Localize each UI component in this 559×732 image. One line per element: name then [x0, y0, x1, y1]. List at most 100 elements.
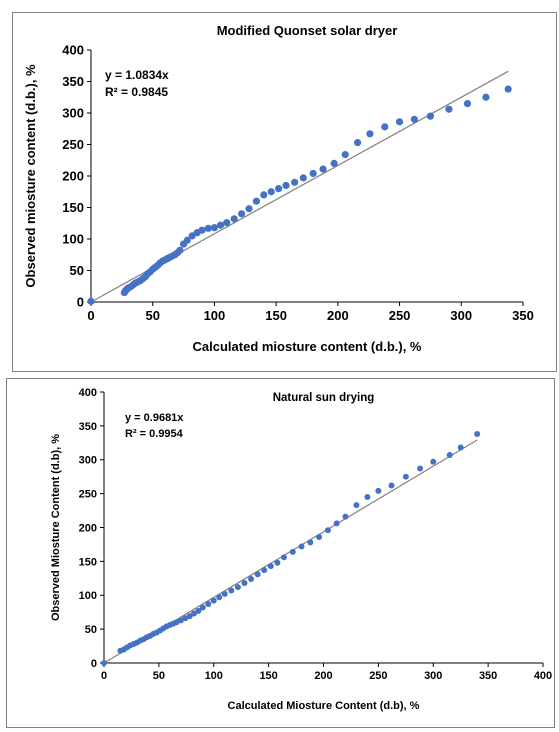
data-point [298, 543, 305, 550]
data-point [426, 112, 435, 120]
x-tick-label: 100 [204, 308, 226, 323]
data-point [237, 210, 246, 218]
data-point [216, 594, 223, 601]
data-point [223, 219, 231, 227]
chart-sun-drying: Natural sun drying 0 50 100 150 200 250 300 350 4… [50, 387, 552, 712]
data-point [341, 150, 349, 159]
data-point [330, 159, 338, 167]
data-point [183, 236, 191, 244]
data-point [299, 174, 307, 182]
data-point [316, 533, 323, 540]
data-point [210, 597, 217, 604]
trend-equation: y = 0.9681x [125, 412, 184, 424]
data-point [333, 520, 340, 527]
data-point [252, 197, 260, 205]
x-tick-label: 50 [153, 670, 165, 682]
data-point [446, 452, 453, 459]
data-point [354, 139, 362, 147]
x-tick-label: 0 [87, 308, 94, 323]
data-point [221, 590, 228, 597]
x-tick-label: 150 [259, 670, 277, 682]
y-tick-label: 200 [79, 522, 97, 534]
data-point [381, 123, 389, 131]
data-point [228, 587, 235, 594]
y-tick-label: 200 [62, 169, 84, 184]
data-point [366, 130, 374, 138]
data-point [457, 444, 464, 451]
data-point [241, 580, 248, 587]
data-point [260, 191, 268, 199]
x-tick-label: 400 [534, 670, 552, 682]
trend-equation: y = 1.0834x [105, 68, 169, 82]
x-tick-label: 100 [205, 670, 223, 682]
x-tick-label: 0 [101, 670, 107, 682]
data-point [417, 465, 424, 472]
y-tick-label: 0 [77, 295, 84, 310]
data-point [245, 205, 253, 213]
chart-panel-quonset: Modified Quonset solar dryer 0 50 100 150 200… [12, 12, 557, 372]
data-point [267, 188, 275, 196]
data-point [274, 559, 281, 566]
x-axis-label: Calculated Miosture Content (d.b), % [228, 700, 420, 712]
x-tick-label: 250 [369, 670, 387, 682]
data-point [342, 513, 349, 520]
y-tick-label: 350 [79, 421, 97, 433]
y-tick-label: 150 [79, 556, 97, 568]
data-point [388, 482, 395, 489]
x-tick-label: 200 [314, 670, 332, 682]
data-point [474, 431, 481, 438]
data-point [217, 221, 225, 229]
data-point [282, 181, 290, 190]
data-point [248, 575, 255, 582]
data-point [291, 178, 299, 186]
data-point [309, 169, 317, 178]
chart-title: Modified Quonset solar dryer [217, 23, 398, 38]
r-squared-label: R² = 0.9954 [125, 428, 184, 440]
y-tick-label: 250 [62, 137, 84, 152]
y-tick-label: 0 [91, 658, 97, 670]
data-point [430, 458, 437, 465]
data-point [195, 607, 202, 614]
data-point [190, 610, 197, 617]
data-point [307, 539, 314, 546]
data-point [463, 99, 472, 108]
data-point [364, 494, 371, 501]
x-tick-label: 50 [145, 308, 159, 323]
data-point [198, 226, 206, 234]
data-point [267, 563, 274, 570]
y-tick-label: 150 [62, 200, 84, 215]
y-tick-label: 300 [62, 106, 84, 121]
y-axis-label: Observed miosture content (d.b.), % [23, 64, 38, 288]
data-point [186, 613, 193, 620]
x-tick-label: 300 [424, 670, 442, 682]
y-tick-label: 50 [70, 263, 84, 278]
data-point [254, 571, 261, 578]
y-axis-label: Observed Miosture Content (d.b), % [50, 434, 62, 621]
data-point [261, 567, 268, 574]
data-point [87, 297, 95, 305]
y-tick-label: 350 [62, 74, 84, 89]
x-tick-label: 350 [479, 670, 497, 682]
y-tick-label: 250 [79, 489, 97, 501]
y-tick-label: 100 [62, 232, 84, 247]
data-point [210, 224, 219, 232]
data-point [482, 93, 490, 101]
x-tick-label: 150 [265, 308, 287, 323]
data-point [504, 85, 512, 93]
data-point [324, 527, 331, 534]
data-point [230, 215, 238, 223]
x-tick-label: 250 [389, 308, 411, 323]
data-point [275, 185, 283, 193]
data-point [445, 105, 453, 113]
data-point [319, 165, 327, 173]
data-point [280, 554, 287, 561]
y-tick-label: 300 [79, 455, 97, 467]
data-point [234, 584, 241, 591]
data-point [353, 502, 360, 509]
data-point [199, 604, 206, 611]
data-point [176, 246, 184, 254]
y-tick-label: 50 [85, 624, 97, 636]
chart-quonset: Modified Quonset solar dryer 0 50 100 150 200… [23, 23, 534, 354]
r-squared-label: R² = 0.9845 [105, 85, 168, 99]
y-tick-label: 400 [62, 43, 84, 58]
